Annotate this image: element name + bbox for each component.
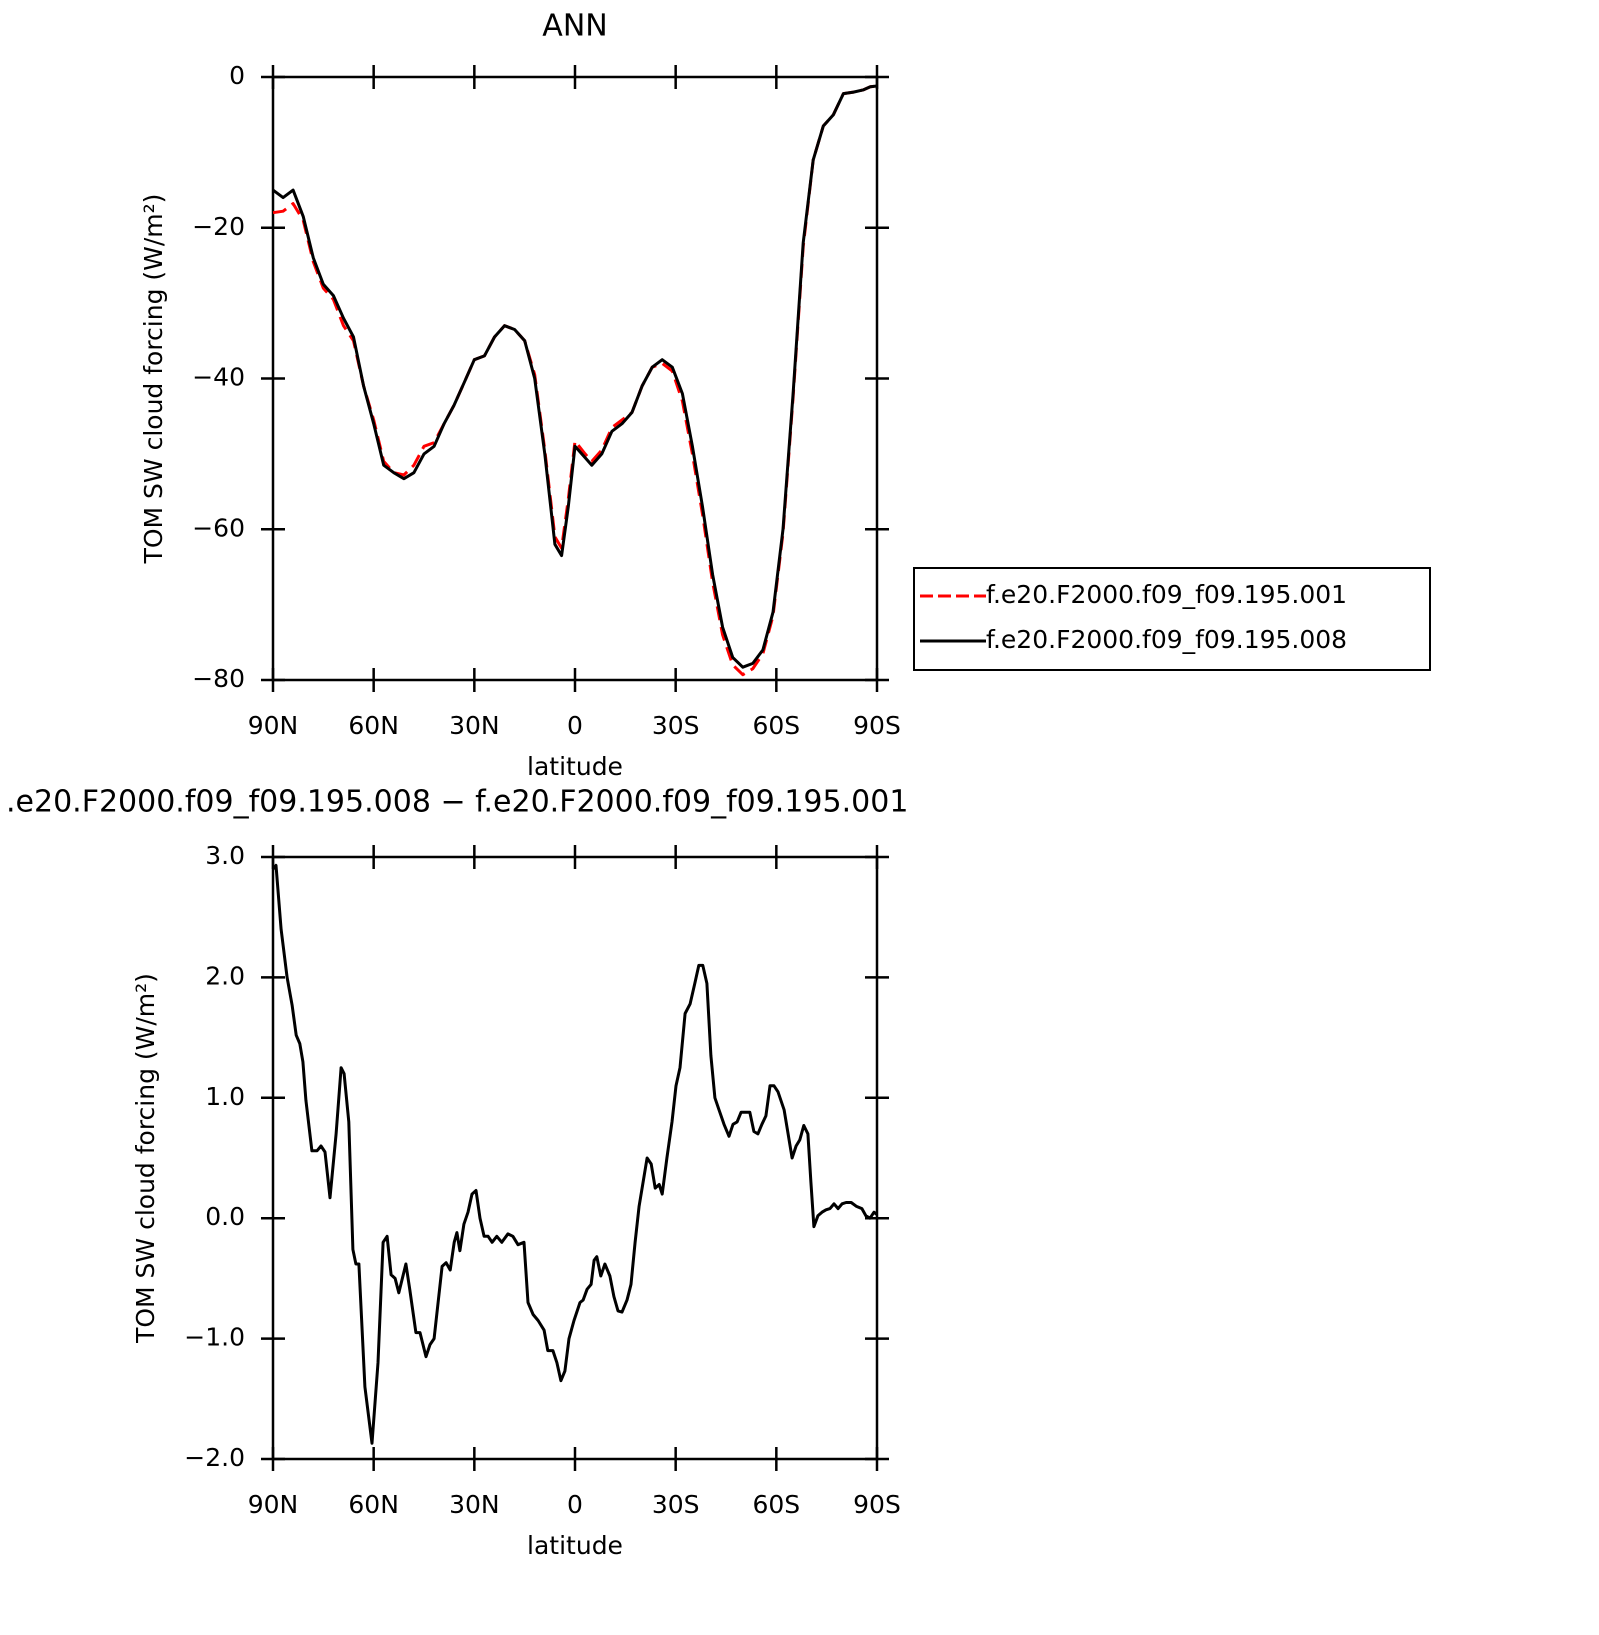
- y-tick-label: −2.0: [184, 1443, 245, 1472]
- y-tick-label: −40: [192, 363, 245, 392]
- x-tick-label: 90N: [248, 1490, 299, 1519]
- y-tick-label: 2.0: [205, 961, 245, 990]
- y-axis-title: TOM SW cloud forcing (W/m²): [131, 973, 160, 1344]
- y-axis-title: TOM SW cloud forcing (W/m²): [139, 194, 168, 565]
- y-tick-label: 1.0: [205, 1082, 245, 1111]
- y-tick-label: 0: [229, 61, 245, 90]
- x-tick-label: 30N: [449, 1490, 500, 1519]
- x-tick-label: 30S: [652, 1490, 700, 1519]
- x-tick-label: 90S: [853, 1490, 901, 1519]
- x-tick-label: 30S: [652, 711, 700, 740]
- chart-title: ANN: [542, 9, 607, 44]
- x-axis-title: latitude: [527, 1531, 623, 1560]
- plot-frame: [271, 75, 879, 682]
- y-tick-label: −1.0: [184, 1323, 245, 1352]
- x-axis-title: latitude: [527, 752, 623, 781]
- legend-box: [913, 567, 1431, 671]
- data-line: [272, 84, 878, 669]
- x-tick-label: 0: [567, 1490, 583, 1519]
- x-tick-label: 60S: [752, 1490, 800, 1519]
- legend-label: f.e20.F2000.f09_f09.195.001: [986, 580, 1347, 609]
- legend-label: f.e20.F2000.f09_f09.195.008: [986, 625, 1347, 654]
- chart-title: .e20.F2000.f09_f09.195.008 − f.e20.F2000…: [6, 785, 908, 820]
- y-tick-label: 0.0: [205, 1202, 245, 1231]
- x-tick-label: 60S: [752, 711, 800, 740]
- x-tick-label: 90N: [248, 711, 299, 740]
- x-tick-label: 90S: [853, 711, 901, 740]
- x-tick-label: 0: [567, 711, 583, 740]
- y-tick-label: −60: [192, 513, 245, 542]
- y-tick-label: 3.0: [205, 841, 245, 870]
- x-tick-label: 30N: [449, 711, 500, 740]
- data-line: [271, 863, 878, 1445]
- y-tick-label: −80: [192, 664, 245, 693]
- x-tick-label: 60N: [348, 711, 399, 740]
- x-tick-label: 60N: [348, 1490, 399, 1519]
- y-tick-label: −20: [192, 212, 245, 241]
